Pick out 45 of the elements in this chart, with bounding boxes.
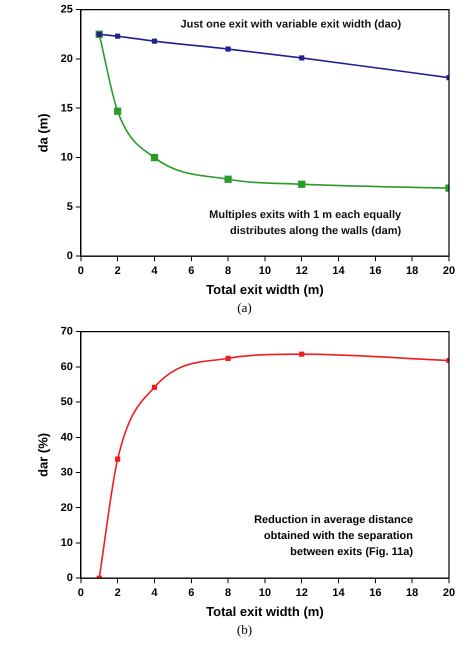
text: (a) bbox=[236, 300, 253, 317]
y-axis-title: da (m) bbox=[35, 113, 50, 152]
x-tick-label: 12 bbox=[296, 586, 308, 599]
y-tick-label: 0 bbox=[66, 572, 73, 584]
series-label: Just one exit with variable exit width (dao) bbox=[180, 18, 402, 31]
y-tick-label: 50 bbox=[60, 396, 73, 408]
x-tick-label: 14 bbox=[332, 264, 346, 277]
y-axis-title: dar (%) bbox=[35, 432, 50, 477]
x-tick-label: 20 bbox=[442, 264, 456, 277]
x-tick-label: 2 bbox=[114, 586, 121, 599]
y-tick-label: 20 bbox=[60, 502, 73, 514]
x-axis-title: Total exit width (m) bbox=[206, 604, 324, 619]
y-tick-label: 70 bbox=[60, 326, 73, 338]
x-tick-label: 8 bbox=[225, 586, 232, 599]
x-tick-label: 14 bbox=[332, 586, 346, 599]
x-tick-label: 10 bbox=[258, 264, 272, 277]
text: (b) bbox=[236, 622, 254, 639]
x-tick-label: 6 bbox=[188, 586, 194, 599]
text: Multiples exits with 1 m each equally distributes along the walls (dam) bbox=[209, 209, 402, 238]
y-tick-label: 5 bbox=[66, 200, 73, 213]
x-tick-label: 6 bbox=[188, 264, 194, 277]
y-tick-label: 20 bbox=[60, 52, 73, 65]
y-tick-label: 40 bbox=[60, 431, 73, 444]
x-tick-label: 18 bbox=[406, 586, 418, 599]
x-tick-label: 18 bbox=[406, 264, 418, 277]
x-tick-label: 10 bbox=[258, 586, 272, 599]
x-tick-label: 12 bbox=[296, 264, 308, 277]
x-tick-label: 16 bbox=[369, 264, 382, 277]
y-tick-label: 10 bbox=[60, 537, 73, 550]
x-tick-label: 16 bbox=[369, 586, 382, 599]
x-tick-label: 2 bbox=[114, 264, 121, 277]
annotation: Reduction in average distance obtained with the separation between exits (Fig. 11a) bbox=[253, 513, 413, 560]
x-tick-label: 4 bbox=[151, 264, 158, 277]
x-tick-label: 20 bbox=[442, 586, 456, 599]
y-tick-label: 10 bbox=[60, 152, 73, 164]
x-tick-label: 0 bbox=[78, 586, 84, 599]
y-tick-label: 25 bbox=[60, 4, 73, 16]
x-axis-title: Total exit width (m) bbox=[206, 282, 324, 297]
y-tick-label: 30 bbox=[60, 466, 73, 479]
y-tick-label: 60 bbox=[60, 360, 73, 373]
y-tick-label: 15 bbox=[60, 102, 73, 114]
x-tick-label: 8 bbox=[225, 264, 232, 277]
y-tick-label: 0 bbox=[66, 250, 73, 262]
x-tick-label: 4 bbox=[151, 586, 158, 599]
x-tick-label: 0 bbox=[78, 264, 84, 277]
